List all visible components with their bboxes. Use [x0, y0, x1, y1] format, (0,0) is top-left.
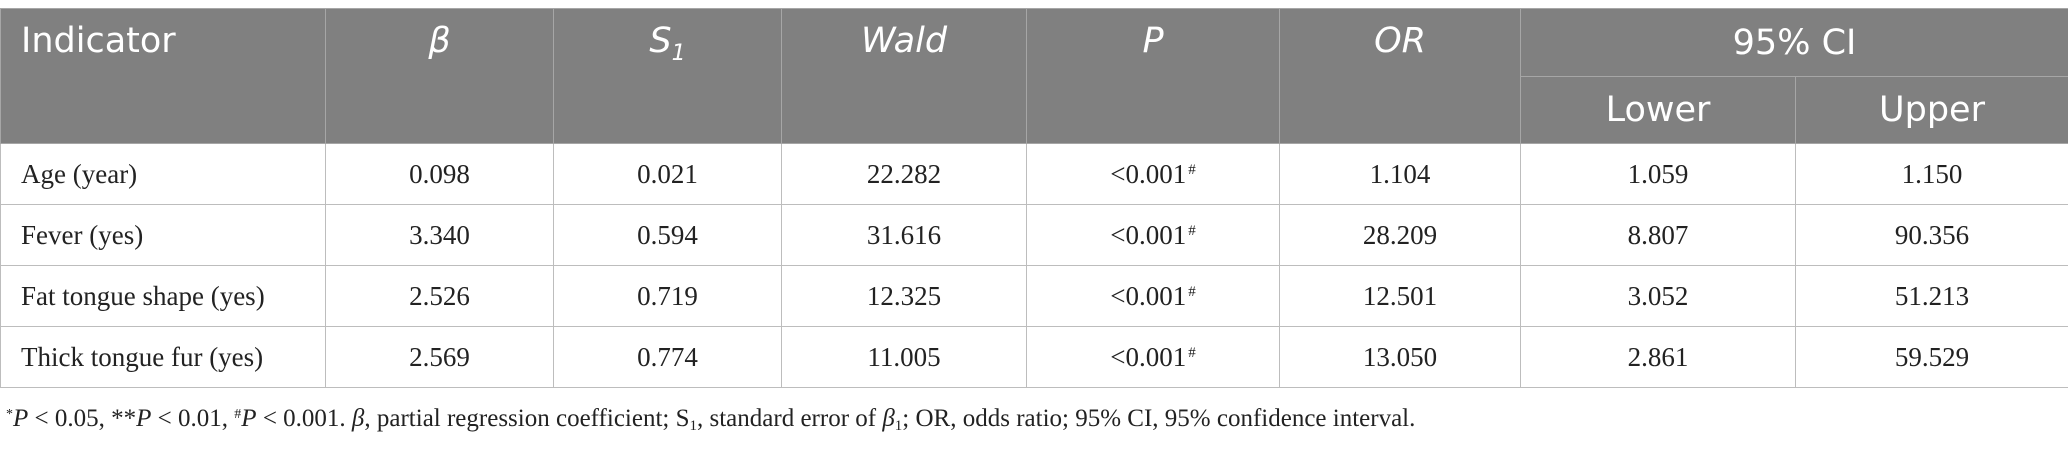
cell-indicator: Age (year): [0, 143, 326, 205]
footnote-text: ; OR, odds ratio; 95% CI, 95% confidence…: [902, 405, 1416, 432]
header-lower: Lower: [1520, 76, 1796, 144]
table-footnote: *P < 0.05, **P < 0.01, #P < 0.001. β, pa…: [6, 405, 1415, 435]
footnote-p: P: [13, 405, 29, 432]
cell-s1: 0.594: [553, 204, 782, 266]
cell-or: 28.209: [1279, 204, 1521, 266]
header-s1: S1: [553, 8, 782, 144]
cell-indicator: Fever (yes): [0, 204, 326, 266]
footnote-beta: β: [351, 405, 365, 432]
p-mark: #: [1188, 161, 1196, 178]
cell-upper: 1.150: [1795, 143, 2068, 205]
header-beta: β: [325, 8, 554, 144]
footnote-text: < 0.01,: [151, 405, 235, 432]
header-or: OR: [1279, 8, 1521, 144]
regression-table: Indicator β S1 Wald P OR 95% CI Lower Up…: [0, 8, 2068, 388]
footnote-beta: β: [882, 405, 895, 432]
cell-p: <0.001 #: [1026, 204, 1280, 266]
footnote-p: P: [136, 405, 152, 432]
cell-upper: 51.213: [1795, 265, 2068, 327]
table-row: Fat tongue shape (yes) 2.526 0.719 12.32…: [0, 265, 2068, 327]
header-wald: Wald: [781, 8, 1027, 144]
cell-p: <0.001 #: [1026, 265, 1280, 327]
footnote-beta-sub: 1: [894, 418, 903, 434]
cell-beta: 2.526: [325, 265, 554, 327]
footnote-s-sub: 1: [689, 418, 698, 434]
cell-lower: 1.059: [1520, 143, 1796, 205]
cell-beta: 0.098: [325, 143, 554, 205]
header-s1-base: S: [649, 21, 672, 61]
footnote-text: < 0.001.: [256, 405, 352, 432]
cell-or: 12.501: [1279, 265, 1521, 327]
table-row: Fever (yes) 3.340 0.594 31.616 <0.001 # 2…: [0, 204, 2068, 266]
table-body: Age (year) 0.098 0.021 22.282 <0.001 # 1.…: [0, 143, 2068, 388]
footnote-text: < 0.05, **: [28, 405, 137, 432]
table-row: Thick tongue fur (yes) 2.569 0.774 11.00…: [0, 326, 2068, 388]
cell-or: 1.104: [1279, 143, 1521, 205]
table-header: Indicator β S1 Wald P OR 95% CI Lower Up…: [0, 8, 2068, 144]
cell-wald: 11.005: [781, 326, 1027, 388]
cell-beta: 3.340: [325, 204, 554, 266]
cell-or: 13.050: [1279, 326, 1521, 388]
cell-lower: 8.807: [1520, 204, 1796, 266]
cell-wald: 12.325: [781, 265, 1027, 327]
cell-wald: 31.616: [781, 204, 1027, 266]
header-indicator: Indicator: [0, 8, 326, 144]
header-ci: 95% CI: [1520, 8, 2068, 77]
cell-upper: 90.356: [1795, 204, 2068, 266]
cell-s1: 0.774: [553, 326, 782, 388]
header-p: P: [1026, 8, 1280, 144]
cell-p: <0.001 #: [1026, 326, 1280, 388]
table-row: Age (year) 0.098 0.021 22.282 <0.001 # 1.…: [0, 143, 2068, 205]
footnote-text: , standard error of: [697, 405, 883, 432]
p-mark: #: [1188, 283, 1196, 300]
footnote-mark-1: *: [6, 407, 13, 422]
cell-p: <0.001 #: [1026, 143, 1280, 205]
cell-lower: 2.861: [1520, 326, 1796, 388]
cell-lower: 3.052: [1520, 265, 1796, 327]
p-mark: #: [1188, 222, 1196, 239]
p-mark: #: [1188, 344, 1196, 361]
regression-table-container: Indicator β S1 Wald P OR 95% CI Lower Up…: [0, 8, 2068, 388]
footnote-text: , partial regression coefficient; S: [364, 405, 690, 432]
cell-indicator: Fat tongue shape (yes): [0, 265, 326, 327]
cell-upper: 59.529: [1795, 326, 2068, 388]
footnote-mark-3: #: [234, 407, 242, 422]
footnote-p: P: [241, 405, 257, 432]
cell-beta: 2.569: [325, 326, 554, 388]
cell-s1: 0.719: [553, 265, 782, 327]
p-value: <0.001: [1110, 280, 1187, 311]
p-value: <0.001: [1110, 158, 1187, 189]
cell-wald: 22.282: [781, 143, 1027, 205]
cell-indicator: Thick tongue fur (yes): [0, 326, 326, 388]
p-value: <0.001: [1110, 219, 1187, 250]
header-upper: Upper: [1795, 76, 2068, 144]
cell-s1: 0.021: [553, 143, 782, 205]
p-value: <0.001: [1110, 341, 1187, 372]
header-s1-sub: 1: [671, 41, 686, 66]
